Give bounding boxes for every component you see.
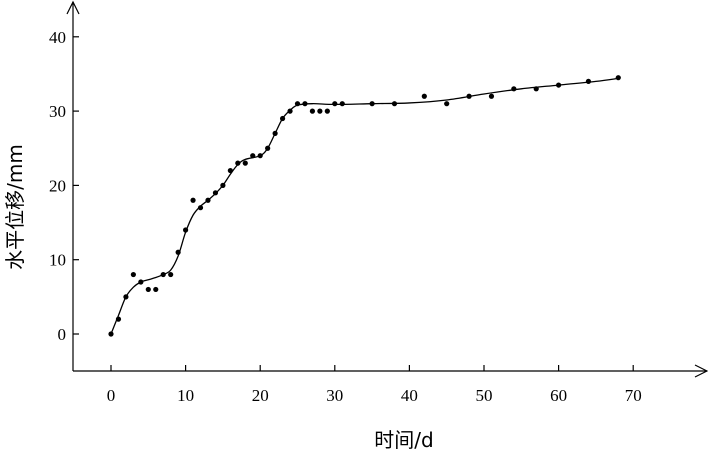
data-point — [294, 101, 301, 107]
series-line — [110, 77, 619, 335]
data-point — [115, 316, 122, 322]
ticks: 0 10 20 30 40 50 60 70 0 10 20 30 40 — [49, 28, 642, 405]
data-point — [421, 93, 427, 99]
data-point — [108, 331, 114, 337]
data-point — [317, 108, 323, 114]
data-point — [138, 279, 144, 285]
y-tick-label: 10 — [49, 251, 66, 270]
data-point — [123, 294, 129, 300]
data-point — [615, 75, 621, 81]
data-point — [235, 160, 241, 166]
data-point — [332, 101, 338, 107]
data-points — [108, 75, 621, 337]
data-point — [585, 78, 592, 84]
data-point — [175, 249, 181, 255]
data-point — [272, 130, 278, 136]
data-point — [183, 227, 189, 233]
data-point — [242, 160, 248, 166]
axes — [66, 0, 708, 378]
data-point — [257, 153, 263, 159]
x-tick-label: 70 — [625, 386, 642, 405]
x-tick-label: 10 — [177, 386, 194, 405]
data-point — [220, 182, 226, 188]
x-axis-label: 时间/d — [374, 428, 433, 452]
data-point — [130, 271, 136, 278]
y-axis-label: 水平位移/mm — [3, 144, 27, 270]
data-point — [145, 286, 151, 293]
y-tick-label: 0 — [58, 325, 67, 344]
data-point — [324, 108, 330, 114]
data-point — [197, 205, 204, 211]
data-point — [488, 93, 495, 99]
y-tick-label: 40 — [49, 28, 66, 47]
x-tick-label: 20 — [252, 386, 269, 405]
data-point — [309, 108, 316, 114]
data-point — [205, 197, 211, 203]
x-axis-arrow — [694, 364, 708, 378]
data-point — [533, 86, 539, 92]
data-point — [168, 271, 174, 278]
data-point — [511, 86, 517, 92]
x-tick-label: 30 — [326, 386, 343, 405]
data-point — [279, 115, 286, 122]
data-point — [265, 145, 271, 151]
data-point — [250, 153, 256, 159]
data-point — [391, 101, 398, 107]
y-axis-arrow — [66, 0, 80, 15]
x-tick-label: 0 — [107, 386, 116, 405]
data-point — [227, 167, 233, 174]
data-point — [190, 197, 196, 203]
data-point — [212, 190, 219, 196]
data-point — [302, 101, 308, 107]
data-point — [339, 101, 345, 107]
data-point — [466, 93, 472, 99]
x-tick-label: 60 — [550, 386, 567, 405]
data-point — [369, 101, 375, 107]
data-point — [287, 108, 293, 114]
x-tick-label: 40 — [401, 386, 418, 405]
x-tick-label: 50 — [476, 386, 493, 405]
data-point — [153, 286, 159, 293]
data-point — [444, 101, 450, 107]
y-tick-label: 20 — [49, 176, 66, 195]
data-point — [556, 82, 562, 88]
y-tick-label: 30 — [49, 102, 66, 121]
data-point — [160, 271, 166, 278]
